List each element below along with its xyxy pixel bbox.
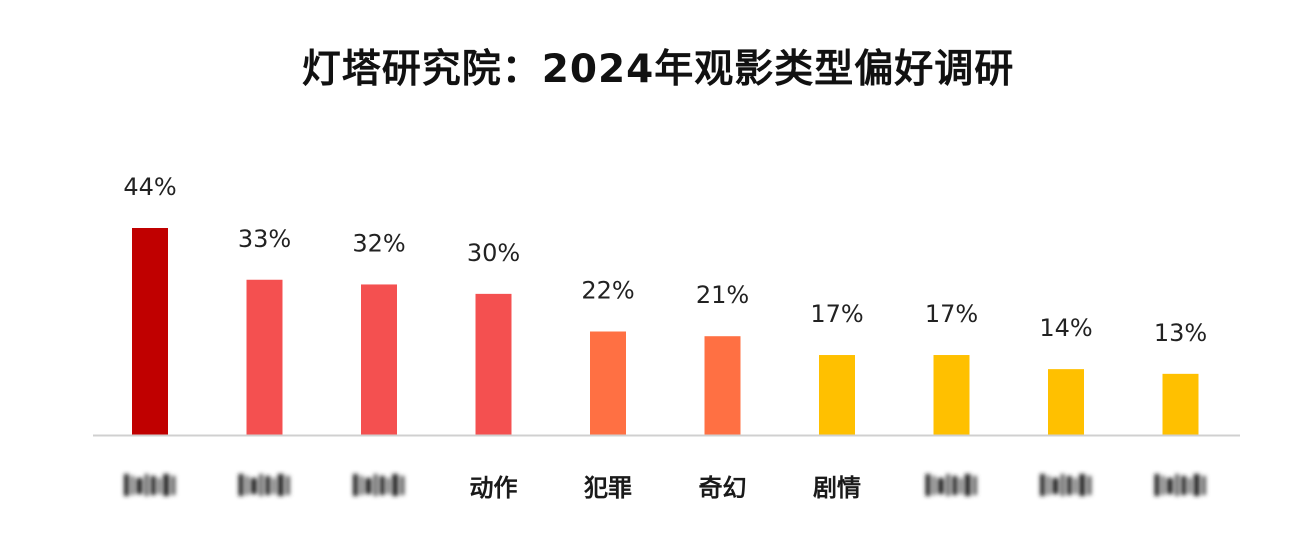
obscured-glyph-stroke [277, 474, 284, 496]
obscured-glyph-stroke [171, 476, 176, 495]
category-label-obscured [1154, 474, 1206, 496]
bar [933, 355, 970, 435]
obscured-glyph-stroke [131, 476, 135, 495]
obscured-glyph-stroke [959, 478, 963, 494]
obscured-glyph-stroke [150, 476, 156, 495]
bar [590, 331, 626, 435]
obscured-glyph-stroke [1040, 474, 1045, 496]
obscured-glyph-stroke [392, 474, 399, 496]
obscured-glyph-stroke [1074, 478, 1077, 494]
obscured-glyph-stroke [379, 476, 385, 495]
obscured-glyph-stroke [1193, 474, 1200, 496]
bar [1162, 373, 1199, 435]
obscured-glyph-stroke [1060, 474, 1065, 496]
obscured-glyph-stroke [1066, 476, 1072, 495]
obscured-glyph-stroke [1181, 476, 1187, 495]
value-label: 33% [238, 225, 291, 253]
obscured-glyph-stroke [272, 478, 276, 494]
chart-title: 灯塔研究院：2024年观影类型偏好调研 [301, 47, 1015, 92]
value-label: 17% [925, 300, 978, 328]
obscured-glyph-stroke [932, 476, 936, 495]
value-label: 17% [810, 300, 863, 328]
obscured-glyph-stroke [946, 474, 951, 496]
obscured-glyph-stroke [972, 476, 977, 495]
category-label: 犯罪 [583, 474, 632, 502]
obscured-glyph-stroke [1087, 476, 1092, 495]
obscured-glyph-stroke [158, 478, 161, 494]
value-label: 22% [581, 277, 634, 305]
obscured-glyph-stroke [1161, 476, 1165, 495]
category-label-obscured [124, 474, 176, 496]
category-label-obscured [1040, 474, 1092, 496]
obscured-glyph-stroke [285, 476, 290, 495]
obscured-glyph-stroke [964, 474, 971, 496]
category-label-obscured [353, 474, 405, 496]
category-label-obscured [238, 474, 290, 496]
value-label: 14% [1039, 314, 1092, 342]
obscured-glyph-stroke [1154, 474, 1160, 496]
bar [475, 293, 512, 435]
obscured-glyph-stroke [1188, 478, 1192, 494]
obscured-glyph-stroke [1052, 478, 1059, 494]
value-label: 32% [352, 229, 405, 257]
obscured-glyph-stroke [1201, 476, 1206, 495]
value-label: 21% [696, 281, 749, 309]
obscured-glyph-stroke [1047, 476, 1051, 495]
obscured-glyph-stroke [1175, 474, 1180, 496]
obscured-glyph-stroke [124, 474, 129, 496]
obscured-glyph-stroke [136, 478, 143, 494]
obscured-glyph-stroke [952, 476, 958, 495]
category-label: 剧情 [813, 474, 861, 502]
obscured-glyph-stroke [387, 478, 390, 494]
bar [819, 355, 855, 435]
bar [1048, 369, 1084, 435]
bars-layer [132, 228, 1199, 435]
obscured-glyph-stroke [937, 478, 944, 494]
category-label-obscured [925, 474, 977, 496]
category-label: 奇幻 [699, 474, 747, 502]
value-label: 44% [123, 173, 176, 201]
obscured-glyph-stroke [360, 476, 364, 495]
obscured-glyph-stroke [1079, 474, 1086, 496]
labels-layer: 44% 33% 32% 30% 动作 22% 犯罪 21% 奇幻 17% 剧情 17% 14% 13% [123, 173, 1207, 502]
obscured-glyph-stroke [250, 478, 257, 494]
obscured-glyph-stroke [259, 474, 264, 496]
bar [132, 228, 168, 435]
obscured-glyph-stroke [238, 474, 244, 496]
obscured-glyph-stroke [400, 476, 405, 495]
category-label: 动作 [470, 474, 518, 502]
obscured-glyph-stroke [365, 478, 372, 494]
value-label: 30% [467, 239, 520, 267]
bar [361, 284, 397, 435]
obscured-glyph-stroke [1166, 478, 1173, 494]
value-label: 13% [1154, 319, 1207, 347]
obscured-glyph-stroke [265, 476, 271, 495]
bar [246, 279, 283, 435]
obscured-glyph-stroke [144, 474, 149, 496]
obscured-glyph-stroke [925, 474, 931, 496]
obscured-glyph-stroke [163, 474, 170, 496]
obscured-glyph-stroke [353, 474, 358, 496]
bar [704, 336, 741, 435]
obscured-glyph-stroke [373, 474, 378, 496]
obscured-glyph-stroke [245, 476, 249, 495]
